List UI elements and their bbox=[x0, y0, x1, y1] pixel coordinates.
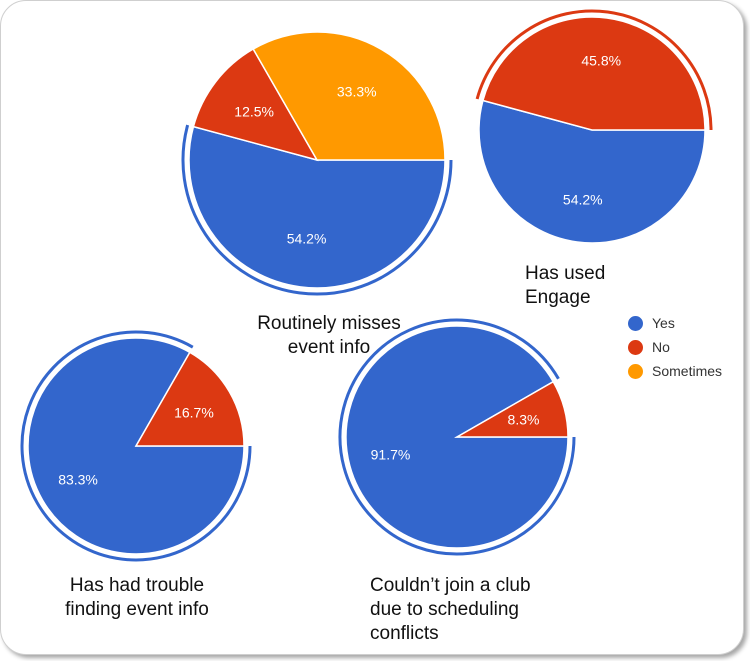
pie-4-title: Couldn’t join a club due to scheduling c… bbox=[370, 575, 531, 644]
pie-3-label-yes: 83.3% bbox=[58, 472, 98, 488]
pie-4-slice-no bbox=[454, 380, 569, 438]
pie-2: 54.2% 45.8% bbox=[475, 9, 713, 244]
pie-2-title: Has used Engage bbox=[525, 263, 606, 308]
pie-1-slice-sometimes bbox=[252, 31, 446, 161]
pie-4-label-yes: 91.7% bbox=[371, 447, 411, 463]
pie-1-title: Routinely misses event info bbox=[257, 313, 401, 358]
legend: Yes No Sometimes bbox=[628, 311, 722, 383]
pie-3-highlight-ring bbox=[20, 330, 252, 562]
pie-1-label-no: 12.5% bbox=[234, 104, 274, 120]
pie-1-slice-no bbox=[192, 47, 319, 162]
legend-swatch-no bbox=[628, 339, 643, 355]
legend-label-yes: Yes bbox=[652, 315, 675, 331]
pie-2-label-no: 45.8% bbox=[581, 53, 621, 69]
pie-2-slice-no bbox=[481, 16, 706, 131]
legend-item-sometimes: Sometimes bbox=[628, 359, 722, 383]
pie-2-slice-yes bbox=[478, 99, 706, 244]
legend-item-yes: Yes bbox=[628, 311, 722, 335]
legend-label-sometimes: Sometimes bbox=[652, 363, 723, 379]
pie-3-slice-no bbox=[134, 351, 245, 447]
pie-4-highlight-ring bbox=[338, 318, 576, 556]
legend-swatch-sometimes bbox=[628, 363, 643, 379]
pie-4: 91.7% 8.3% bbox=[338, 318, 576, 556]
pie-1-highlight-ring bbox=[181, 124, 453, 296]
pie-1-slice-yes bbox=[188, 125, 446, 289]
legend-label-no: No bbox=[652, 339, 670, 355]
pie-3: 83.3% 16.7% bbox=[20, 330, 252, 562]
pie-2-label-yes: 54.2% bbox=[563, 191, 603, 207]
pie-1-label-sometimes: 33.3% bbox=[337, 83, 377, 99]
pie-1-label-yes: 54.2% bbox=[287, 231, 327, 247]
pie-3-label-no: 16.7% bbox=[174, 404, 214, 420]
pie-1: 54.2% 12.5% 33.3% bbox=[181, 31, 453, 296]
legend-swatch-yes bbox=[628, 315, 643, 331]
pie-3-title: Has had trouble finding event info bbox=[65, 575, 209, 620]
pie-2-highlight-ring bbox=[475, 9, 713, 131]
legend-item-no: No bbox=[628, 335, 722, 359]
pie-4-label-no: 8.3% bbox=[508, 411, 540, 427]
